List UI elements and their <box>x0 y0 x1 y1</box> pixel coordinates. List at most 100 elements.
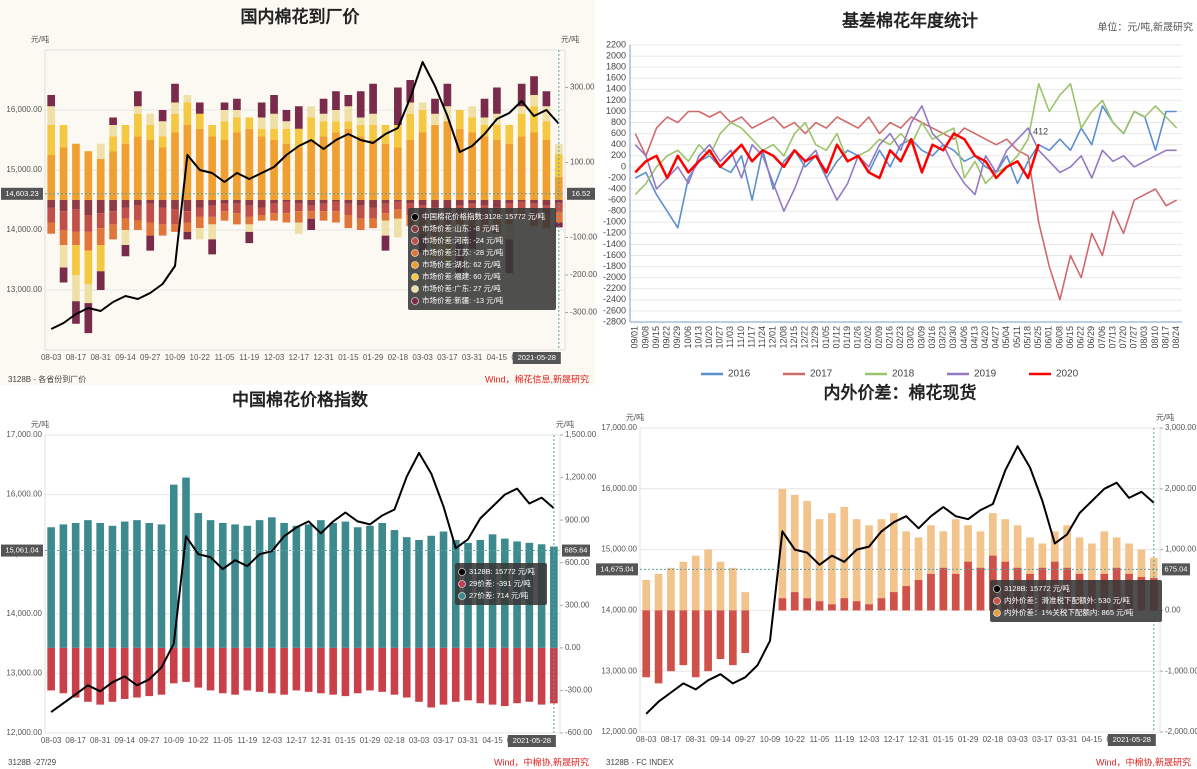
bar <box>121 207 130 219</box>
x-tick-label: 04-15 <box>1082 735 1103 744</box>
bar <box>390 647 399 695</box>
bar <box>341 647 350 697</box>
y2-tick-label: -600.00 <box>565 728 593 737</box>
bar <box>517 113 526 137</box>
bar <box>183 102 192 125</box>
tooltip-marker <box>993 609 1001 617</box>
x-tick-label: 10-22 <box>785 735 806 744</box>
bar <box>245 231 254 244</box>
bar <box>270 140 278 200</box>
bar <box>307 200 316 206</box>
bar <box>121 230 130 245</box>
x-tick-label: 09-27 <box>735 735 756 744</box>
y-tick-label: 13,000.00 <box>6 285 42 294</box>
crosshair-y-label: 14,675.04 <box>600 564 633 573</box>
bar <box>939 567 948 611</box>
bar <box>431 200 439 208</box>
bar <box>307 211 316 219</box>
bar <box>369 125 377 140</box>
bar <box>443 121 452 200</box>
y-tick-label: -1200 <box>603 228 626 238</box>
bar <box>319 203 328 212</box>
crosshair-y2-label: 675.04 <box>1165 564 1188 573</box>
bar <box>243 525 252 648</box>
bar <box>493 140 501 200</box>
bar <box>194 647 203 688</box>
bar <box>865 525 873 611</box>
x-tick-label: 01-29 <box>958 735 979 744</box>
bar <box>157 524 166 648</box>
bar <box>381 220 390 236</box>
tooltip-text: 市场价差:广东: 27 元/吨 <box>422 283 501 293</box>
bar <box>394 87 402 125</box>
bar <box>332 121 340 133</box>
tooltip-marker <box>458 580 466 588</box>
x-tick-label: 10/20 <box>704 326 714 349</box>
y2-tick-label: 100.00 <box>570 158 595 167</box>
bar <box>554 144 563 155</box>
bar <box>294 106 303 129</box>
source-left: 3128B -27/29 <box>8 758 57 767</box>
bar <box>332 201 340 212</box>
bar <box>171 200 179 210</box>
bar <box>171 83 179 103</box>
bar <box>679 610 688 666</box>
source-left: 3128B - FC INDEX <box>606 758 674 767</box>
tooltip-text: 市场价差:福建: 60 元/吨 <box>422 271 501 281</box>
bar <box>257 207 266 215</box>
x-tick-label: 08-17 <box>66 353 87 362</box>
legend-label: 2016 <box>728 369 751 380</box>
bar <box>344 200 353 204</box>
x-tick-label: 09-27 <box>140 353 161 362</box>
bar <box>319 113 328 122</box>
bar <box>505 125 514 144</box>
y-tick-label: 13,000.00 <box>6 669 42 678</box>
bar <box>406 140 415 200</box>
bar <box>171 113 179 133</box>
bar <box>443 83 452 107</box>
x-tick-label: 07/13 <box>1107 326 1117 349</box>
bar <box>169 484 178 648</box>
bar <box>431 113 439 125</box>
bar <box>418 200 427 206</box>
x-tick-label: 12-17 <box>286 736 307 745</box>
bar <box>270 128 278 140</box>
bar <box>356 117 365 125</box>
bar <box>134 200 142 206</box>
bar <box>332 91 340 110</box>
bar <box>218 522 227 648</box>
bar <box>517 136 526 200</box>
series-line <box>634 110 1178 301</box>
bar <box>59 211 68 230</box>
bar <box>341 521 350 648</box>
y-unit: 元/吨 <box>626 412 644 422</box>
tooltip-text: 内外价差：1%关税下配额内: 865 元/吨 <box>1004 607 1134 617</box>
bar <box>158 136 167 148</box>
bar <box>951 573 960 611</box>
bar <box>344 128 353 200</box>
bar <box>691 555 700 611</box>
bar <box>729 610 737 666</box>
bar <box>381 213 390 221</box>
y-unit: 元/吨 <box>31 419 49 429</box>
bar <box>96 647 104 705</box>
crosshair-y2-box <box>1162 563 1190 576</box>
x-tick-label: 12-03 <box>859 735 880 744</box>
bar <box>369 83 377 114</box>
y-tick-label: -2000 <box>603 272 626 282</box>
bar <box>146 235 155 251</box>
bar <box>406 102 415 114</box>
bar <box>270 200 278 204</box>
bar <box>480 117 489 125</box>
bar <box>317 647 325 694</box>
bar <box>741 592 750 611</box>
bar <box>803 598 811 611</box>
bar <box>951 519 960 611</box>
bar <box>96 271 105 290</box>
bar <box>245 117 254 129</box>
y2-tick-label: 1,000.00 <box>1165 545 1197 554</box>
bar <box>96 228 105 245</box>
bar <box>480 200 489 206</box>
y-tick-label: 1400 <box>606 84 626 94</box>
bar <box>356 218 365 230</box>
